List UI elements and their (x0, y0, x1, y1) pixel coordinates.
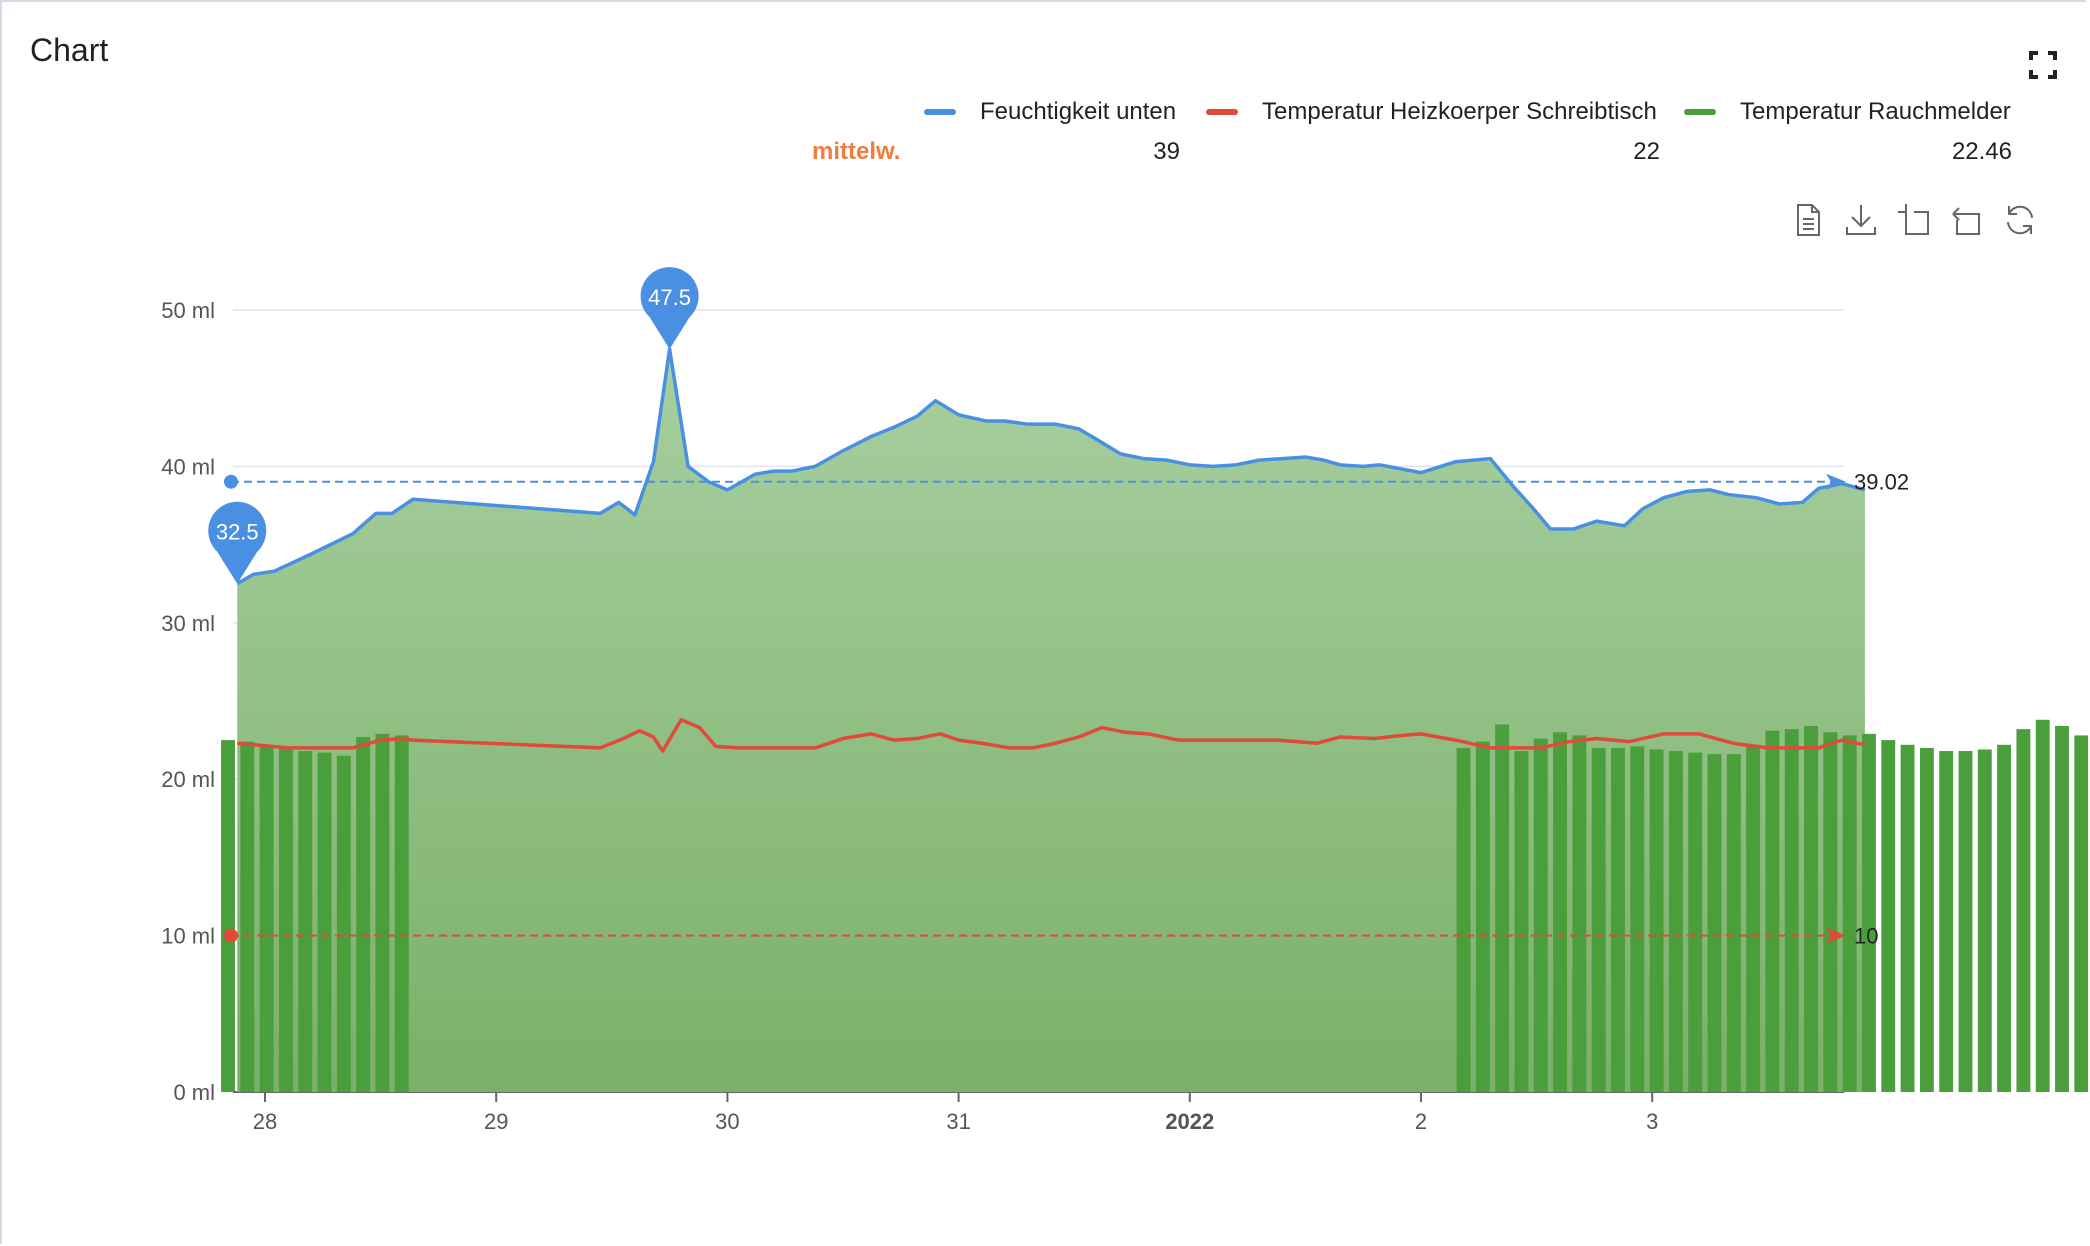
average-value-radiator-temperature: 22 (1633, 138, 1660, 165)
pin-marker-label: 47.5 (648, 285, 691, 310)
bar-smoke-detector-temperature (1784, 729, 1799, 1092)
bar-smoke-detector-temperature (1881, 740, 1896, 1092)
legend-label: Temperatur Heizkoerper Schreibtisch (1262, 98, 1657, 125)
fullscreen-icon[interactable] (2028, 50, 2058, 80)
average-value-humidity: 39 (1153, 138, 1180, 165)
legend-item-radiator-temperature[interactable]: Temperatur Heizkoerper Schreibtisch (1206, 98, 1657, 126)
bar-smoke-detector-temperature (1553, 732, 1568, 1092)
bar-smoke-detector-temperature (1649, 749, 1664, 1092)
bar-smoke-detector-temperature (2074, 735, 2088, 1092)
bar-smoke-detector-temperature (240, 741, 255, 1092)
bar-smoke-detector-temperature (2016, 729, 2031, 1092)
bar-smoke-detector-temperature (375, 733, 390, 1092)
y-tick-label: 40 ml (161, 454, 215, 479)
bar-smoke-detector-temperature (1862, 733, 1876, 1092)
legend-swatch (1684, 109, 1716, 115)
legend-swatch (924, 109, 956, 115)
bar-smoke-detector-temperature (336, 755, 351, 1092)
pin-marker (208, 501, 267, 584)
bar-smoke-detector-temperature (1456, 747, 1471, 1092)
bar-smoke-detector-temperature (278, 747, 293, 1092)
undo-icon[interactable] (1947, 200, 1987, 240)
bar-smoke-detector-temperature (1900, 744, 1915, 1092)
x-tick-label: 28 (253, 1109, 277, 1134)
bar-smoke-detector-temperature (1765, 730, 1780, 1092)
bar-smoke-detector-temperature (1668, 751, 1683, 1092)
bar-smoke-detector-temperature (1688, 752, 1703, 1092)
average-label: mittelw. (812, 138, 901, 165)
humidity-area (237, 349, 1865, 1093)
bar-smoke-detector-temperature (317, 752, 332, 1092)
x-tick-label: 2022 (1165, 1109, 1214, 1134)
x-tick-label: 29 (484, 1109, 508, 1134)
y-tick-label: 50 ml (161, 298, 215, 323)
panel-title: Chart (30, 32, 109, 68)
bar-smoke-detector-temperature (1591, 747, 1606, 1092)
bar-smoke-detector-temperature (1939, 751, 1954, 1092)
chart-toolbar (1788, 200, 2053, 240)
bar-smoke-detector-temperature (1572, 735, 1587, 1092)
crop-icon[interactable] (1894, 200, 1934, 240)
x-tick-label: 3 (1646, 1109, 1658, 1134)
legend-item-smoke-detector-temperature[interactable]: Temperatur Rauchmelder (1684, 98, 2011, 126)
markline-start-dot (224, 928, 238, 943)
markline-arrow (1826, 927, 1846, 944)
markline-start-dot (224, 474, 238, 489)
x-tick-label: 2 (1415, 1109, 1427, 1134)
x-tick-label: 30 (715, 1109, 739, 1134)
bar-smoke-detector-temperature (2055, 726, 2069, 1092)
bar-smoke-detector-temperature (1611, 747, 1625, 1092)
bar-smoke-detector-temperature (1533, 738, 1548, 1092)
legend-swatch (1206, 109, 1238, 115)
legend-label: Temperatur Rauchmelder (1740, 98, 2011, 125)
bar-smoke-detector-temperature (1707, 754, 1722, 1092)
markline-arrow (1826, 473, 1846, 490)
bar-smoke-detector-temperature (1475, 741, 1490, 1092)
document-icon[interactable] (1788, 200, 1828, 240)
bar-smoke-detector-temperature (298, 751, 313, 1092)
legend-item-humidity[interactable]: Feuchtigkeit unten (924, 98, 1176, 126)
bar-smoke-detector-temperature (1997, 744, 2012, 1092)
bar-smoke-detector-temperature (394, 735, 409, 1092)
bar-smoke-detector-temperature (2035, 719, 2050, 1092)
bar-smoke-detector-temperature (1726, 754, 1741, 1092)
bar-smoke-detector-temperature (259, 744, 274, 1092)
y-tick-label: 20 ml (161, 767, 215, 792)
markline-label: 39.02 (1854, 470, 1909, 495)
bar-smoke-detector-temperature (1977, 749, 1992, 1092)
pin-marker-label: 32.5 (216, 520, 259, 545)
pin-marker (640, 267, 699, 350)
bar-smoke-detector-temperature (356, 736, 371, 1092)
line-radiator-temperature (237, 718, 1866, 753)
bar-smoke-detector-temperature (221, 740, 235, 1092)
y-tick-label: 30 ml (161, 611, 215, 636)
bar-smoke-detector-temperature (1514, 751, 1529, 1092)
x-tick-label: 31 (946, 1109, 970, 1134)
bar-smoke-detector-temperature (1823, 732, 1838, 1092)
bar-smoke-detector-temperature (1919, 747, 1934, 1092)
y-tick-label: 0 ml (173, 1080, 215, 1105)
bar-smoke-detector-temperature (1746, 744, 1761, 1092)
legend-label: Feuchtigkeit unten (980, 98, 1177, 125)
line-humidity (236, 347, 1866, 586)
y-tick-label: 10 ml (161, 924, 215, 949)
bar-smoke-detector-temperature (1630, 746, 1645, 1092)
markline-label: 10 (1854, 924, 1878, 949)
refresh-icon[interactable] (2000, 200, 2040, 240)
bar-smoke-detector-temperature (1804, 726, 1818, 1092)
average-value-smoke-detector-temperature: 22.46 (1951, 138, 2012, 165)
bar-smoke-detector-temperature (1842, 735, 1857, 1092)
bar-smoke-detector-temperature (1958, 751, 1973, 1092)
bar-smoke-detector-temperature (1495, 724, 1510, 1092)
download-icon[interactable] (1841, 200, 1881, 240)
